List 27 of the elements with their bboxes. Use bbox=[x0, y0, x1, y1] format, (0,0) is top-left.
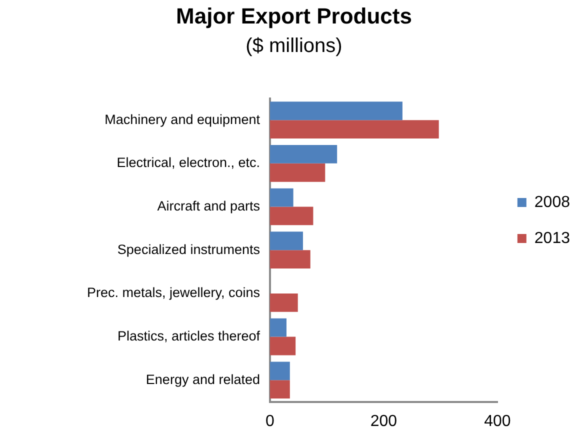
bar bbox=[270, 362, 290, 380]
bar bbox=[270, 144, 338, 164]
x-tick-label: 0 bbox=[266, 412, 275, 430]
x-tick-label: 400 bbox=[484, 412, 511, 430]
bar bbox=[270, 232, 303, 250]
bar bbox=[270, 188, 294, 207]
chart-subtitle: ($ millions) bbox=[246, 34, 342, 57]
y-tick-label: Prec. metals, jewellery, coins bbox=[86, 285, 260, 300]
x-tick-label: 200 bbox=[370, 412, 398, 430]
bar bbox=[270, 206, 314, 226]
bar bbox=[270, 120, 439, 138]
bar bbox=[270, 102, 402, 120]
bar bbox=[270, 380, 290, 399]
bar bbox=[270, 163, 326, 182]
bar bbox=[270, 293, 298, 312]
bar bbox=[270, 250, 310, 269]
legend-label: 2013 bbox=[534, 230, 570, 247]
y-tick-label: Machinery and equipment bbox=[104, 112, 260, 127]
chart-title: Major Export Products bbox=[176, 3, 412, 28]
bar bbox=[270, 318, 286, 337]
y-tick-label: Aircraft and parts bbox=[157, 198, 260, 214]
y-tick-label: Plastics, articles thereof bbox=[117, 328, 260, 344]
y-tick-label: Electrical, electron., etc. bbox=[116, 155, 260, 170]
y-tick-label: Specialized instruments bbox=[117, 242, 260, 257]
bar bbox=[270, 336, 296, 356]
y-tick-label: Energy and related bbox=[146, 372, 260, 387]
legend-label: 2008 bbox=[534, 194, 570, 211]
